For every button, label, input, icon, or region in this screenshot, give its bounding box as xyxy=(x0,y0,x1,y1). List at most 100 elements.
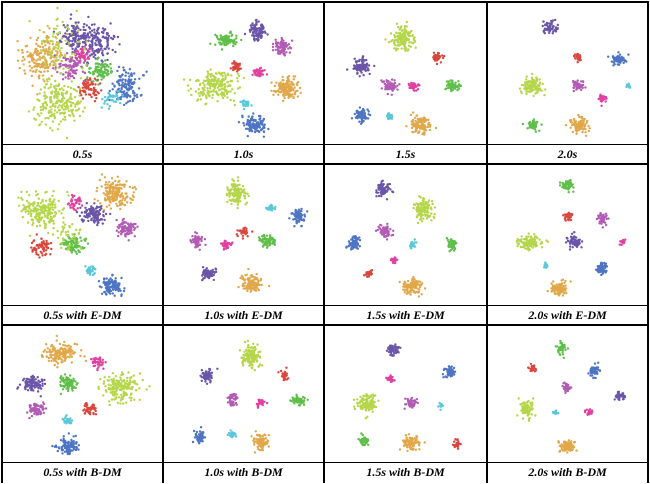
cluster-blue xyxy=(594,261,609,277)
cluster-lime xyxy=(97,371,151,407)
cluster-cyan xyxy=(385,112,394,121)
grid-vline-0 xyxy=(1,1,3,483)
cluster-purple xyxy=(77,22,121,68)
cluster-lime xyxy=(225,176,250,210)
grid-hline-0 xyxy=(1,1,648,3)
cluster-lime xyxy=(17,190,70,237)
cluster-green xyxy=(357,432,370,447)
cluster-cyan xyxy=(551,409,560,416)
cluster-green xyxy=(444,79,462,93)
cluster-magenta xyxy=(271,36,294,57)
panel-r3-c1: 0.5s with B-DM xyxy=(2,325,163,482)
panel-r3-c2: 1.0s with B-DM xyxy=(163,325,324,482)
cluster-pink xyxy=(618,238,627,247)
cluster-orange xyxy=(398,275,427,298)
cluster-pink xyxy=(74,45,92,61)
scatter-plot xyxy=(191,339,309,454)
cluster-magenta xyxy=(226,392,239,407)
panel-caption: 1.5s with B-DM xyxy=(366,465,445,479)
cluster-pink xyxy=(66,193,84,212)
cluster-cyan xyxy=(61,414,74,425)
panel-r2-c2: 1.0s with E-DM xyxy=(163,164,324,325)
cluster-cyan xyxy=(100,90,125,110)
cluster-blue xyxy=(103,65,148,107)
cluster-lime xyxy=(22,6,88,108)
cluster-magenta xyxy=(115,217,139,242)
cluster-blue xyxy=(607,51,630,67)
cluster-blue xyxy=(237,112,270,138)
cluster-pink xyxy=(583,408,594,416)
cluster-orange xyxy=(557,439,578,454)
cluster-blue xyxy=(587,361,602,380)
cluster-orange xyxy=(93,173,138,212)
cluster-red xyxy=(562,211,574,222)
cluster-purple xyxy=(346,55,376,78)
cluster-purple xyxy=(75,202,112,227)
cluster-pink xyxy=(597,93,608,108)
caption-separator-2 xyxy=(1,462,648,463)
cluster-magenta xyxy=(403,396,419,410)
cluster-blue xyxy=(191,426,207,445)
cluster-red xyxy=(362,269,374,278)
cluster-pink xyxy=(407,81,421,92)
scatter-plot xyxy=(518,18,632,137)
cluster-purple xyxy=(375,179,395,201)
cluster-pink xyxy=(385,374,396,384)
cluster-orange xyxy=(398,433,426,453)
panel-r1-c4: 2.0s xyxy=(487,2,648,164)
scatter-plot xyxy=(182,18,302,138)
cluster-cyan xyxy=(625,82,632,89)
grid-vline-2 xyxy=(323,1,325,483)
cluster-purple xyxy=(613,390,627,402)
cluster-green xyxy=(209,30,243,51)
cluster-lime xyxy=(352,393,380,420)
cluster-red xyxy=(432,51,446,66)
panel-r2-c3: 1.5s with E-DM xyxy=(324,164,487,325)
cluster-cyan xyxy=(437,401,444,411)
panel-r3-c4: 2.0s with B-DM xyxy=(487,325,648,482)
panel-r1-c2: 1.0s xyxy=(163,2,324,164)
panel-r2-c1: 0.5s with E-DM xyxy=(2,164,163,325)
cluster-green xyxy=(59,373,79,396)
cluster-lime xyxy=(384,20,417,52)
cluster-magenta xyxy=(26,401,48,420)
cluster-orange xyxy=(405,111,438,136)
cluster-lime xyxy=(47,220,83,251)
cluster-green xyxy=(521,118,543,133)
cluster-red xyxy=(572,52,582,64)
cluster-orange xyxy=(546,278,572,297)
cluster-green xyxy=(558,178,575,194)
scatter-plot xyxy=(16,334,151,456)
cluster-purple xyxy=(541,18,559,35)
cluster-blue xyxy=(288,207,309,228)
grid-vline-3 xyxy=(486,1,488,483)
cluster-pink xyxy=(90,356,107,372)
scatter-plot xyxy=(515,178,627,297)
cluster-green xyxy=(445,236,458,253)
cluster-lime xyxy=(518,72,547,98)
cluster-magenta xyxy=(51,51,87,83)
grid-vline-4 xyxy=(647,1,649,483)
cluster-lime xyxy=(516,397,537,422)
panel-caption: 1.5s with E-DM xyxy=(366,308,445,322)
panel-caption: 2.0s with B-DM xyxy=(528,465,607,479)
cluster-lime xyxy=(182,68,246,107)
cluster-blue xyxy=(441,365,457,379)
cluster-green xyxy=(554,339,570,360)
cluster-purple xyxy=(199,367,219,385)
cluster-magenta xyxy=(561,381,573,395)
panel-r2-c4: 2.0s with E-DM xyxy=(487,164,648,325)
cluster-cyan xyxy=(543,261,549,269)
grid-hline-2 xyxy=(1,324,648,326)
cluster-red xyxy=(229,60,243,73)
cluster-magenta xyxy=(189,231,207,251)
scatter-plot xyxy=(352,343,462,453)
cluster-orange xyxy=(564,113,591,137)
cluster-purple xyxy=(243,18,269,42)
panel-caption: 0.5s xyxy=(72,147,93,161)
cluster-cyan xyxy=(239,99,253,111)
panel-caption: 1.0s with E-DM xyxy=(204,308,283,322)
cluster-magenta xyxy=(374,222,395,241)
scatter-plot xyxy=(189,176,309,293)
